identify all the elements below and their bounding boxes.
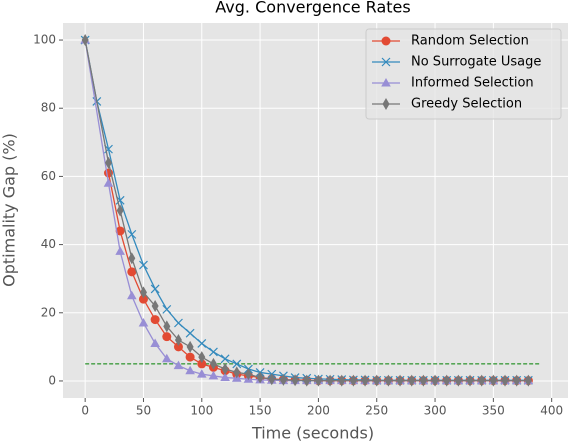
marker — [291, 374, 299, 387]
marker — [303, 374, 311, 387]
marker — [209, 347, 218, 357]
x-tick-label: 200 — [307, 404, 330, 418]
chart-title: Avg. Convergence Rates — [215, 0, 410, 17]
marker — [150, 338, 160, 347]
x-tick-label: 400 — [540, 404, 563, 418]
x-tick-label: 100 — [190, 404, 213, 418]
legend: Random Selection No Surrogate Usage Inform… — [365, 28, 562, 120]
marker — [443, 374, 451, 387]
marker — [384, 374, 392, 387]
marker — [162, 304, 172, 314]
marker — [127, 267, 137, 277]
marker — [431, 374, 439, 387]
marker — [338, 374, 346, 387]
marker — [150, 284, 160, 294]
x-tick-label: 50 — [136, 404, 151, 418]
y-tick-label: 40 — [41, 237, 56, 251]
marker — [115, 226, 125, 236]
marker — [115, 246, 125, 255]
x-tick-label: 250 — [365, 404, 388, 418]
y-axis-label: Optimality Gap (%) — [0, 133, 19, 287]
legend-marker — [381, 57, 391, 67]
marker — [104, 156, 112, 169]
marker — [396, 374, 404, 387]
marker — [256, 371, 264, 384]
marker — [103, 178, 114, 187]
marker — [314, 374, 322, 387]
marker — [198, 351, 206, 364]
legend-label: Informed Selection — [411, 76, 534, 91]
marker — [174, 334, 182, 347]
y-tick-label: 60 — [41, 169, 56, 183]
marker — [127, 290, 137, 300]
y-tick-label: 100 — [33, 33, 56, 47]
legend-label: Random Selection — [411, 34, 529, 49]
marker — [233, 366, 241, 379]
marker — [196, 369, 207, 378]
legend-label: Greedy Selection — [411, 97, 522, 112]
y-tick-label: 80 — [41, 101, 56, 115]
marker — [185, 352, 195, 362]
marker — [524, 374, 532, 387]
marker — [501, 374, 509, 387]
x-tick-label: 150 — [249, 404, 272, 418]
marker — [232, 359, 242, 369]
marker — [128, 252, 136, 265]
marker — [466, 374, 474, 387]
marker — [419, 374, 427, 387]
marker — [208, 370, 219, 380]
marker — [268, 373, 276, 386]
marker — [138, 318, 149, 327]
legend-marker — [381, 36, 391, 46]
marker — [161, 353, 172, 363]
marker — [454, 374, 462, 387]
marker — [138, 294, 148, 304]
marker — [373, 374, 381, 387]
marker — [489, 374, 497, 387]
marker — [279, 373, 287, 386]
marker — [478, 374, 486, 387]
marker — [185, 365, 195, 375]
marker — [127, 229, 137, 239]
marker — [349, 374, 357, 387]
marker — [162, 332, 172, 342]
marker — [326, 374, 334, 387]
marker — [81, 34, 89, 47]
marker — [139, 260, 148, 270]
legend-box — [365, 28, 562, 120]
y-tick-label: 0 — [48, 373, 56, 387]
x-tick-label: 300 — [424, 404, 447, 418]
marker — [173, 342, 183, 352]
marker — [244, 368, 252, 381]
marker — [150, 315, 160, 325]
marker — [221, 363, 229, 376]
x-tick-label: 350 — [482, 404, 505, 418]
marker — [361, 374, 369, 387]
marker — [220, 372, 230, 382]
marker — [185, 328, 195, 338]
marker — [197, 339, 207, 348]
x-tick-label: 0 — [81, 404, 89, 418]
marker — [186, 340, 194, 353]
marker — [209, 357, 217, 370]
marker — [513, 374, 521, 387]
legend-marker — [381, 78, 391, 87]
marker — [174, 318, 183, 328]
marker — [151, 299, 159, 312]
legend-marker — [382, 98, 390, 110]
y-tick-label: 20 — [41, 305, 56, 319]
x-axis-label: Time (seconds) — [251, 424, 374, 442]
marker — [173, 360, 184, 370]
marker — [163, 320, 171, 333]
marker — [408, 374, 416, 387]
marker — [220, 354, 230, 364]
marker — [197, 359, 207, 369]
marker — [139, 286, 147, 299]
legend-label: No Surrogate Usage — [411, 55, 541, 70]
marker — [116, 204, 124, 217]
